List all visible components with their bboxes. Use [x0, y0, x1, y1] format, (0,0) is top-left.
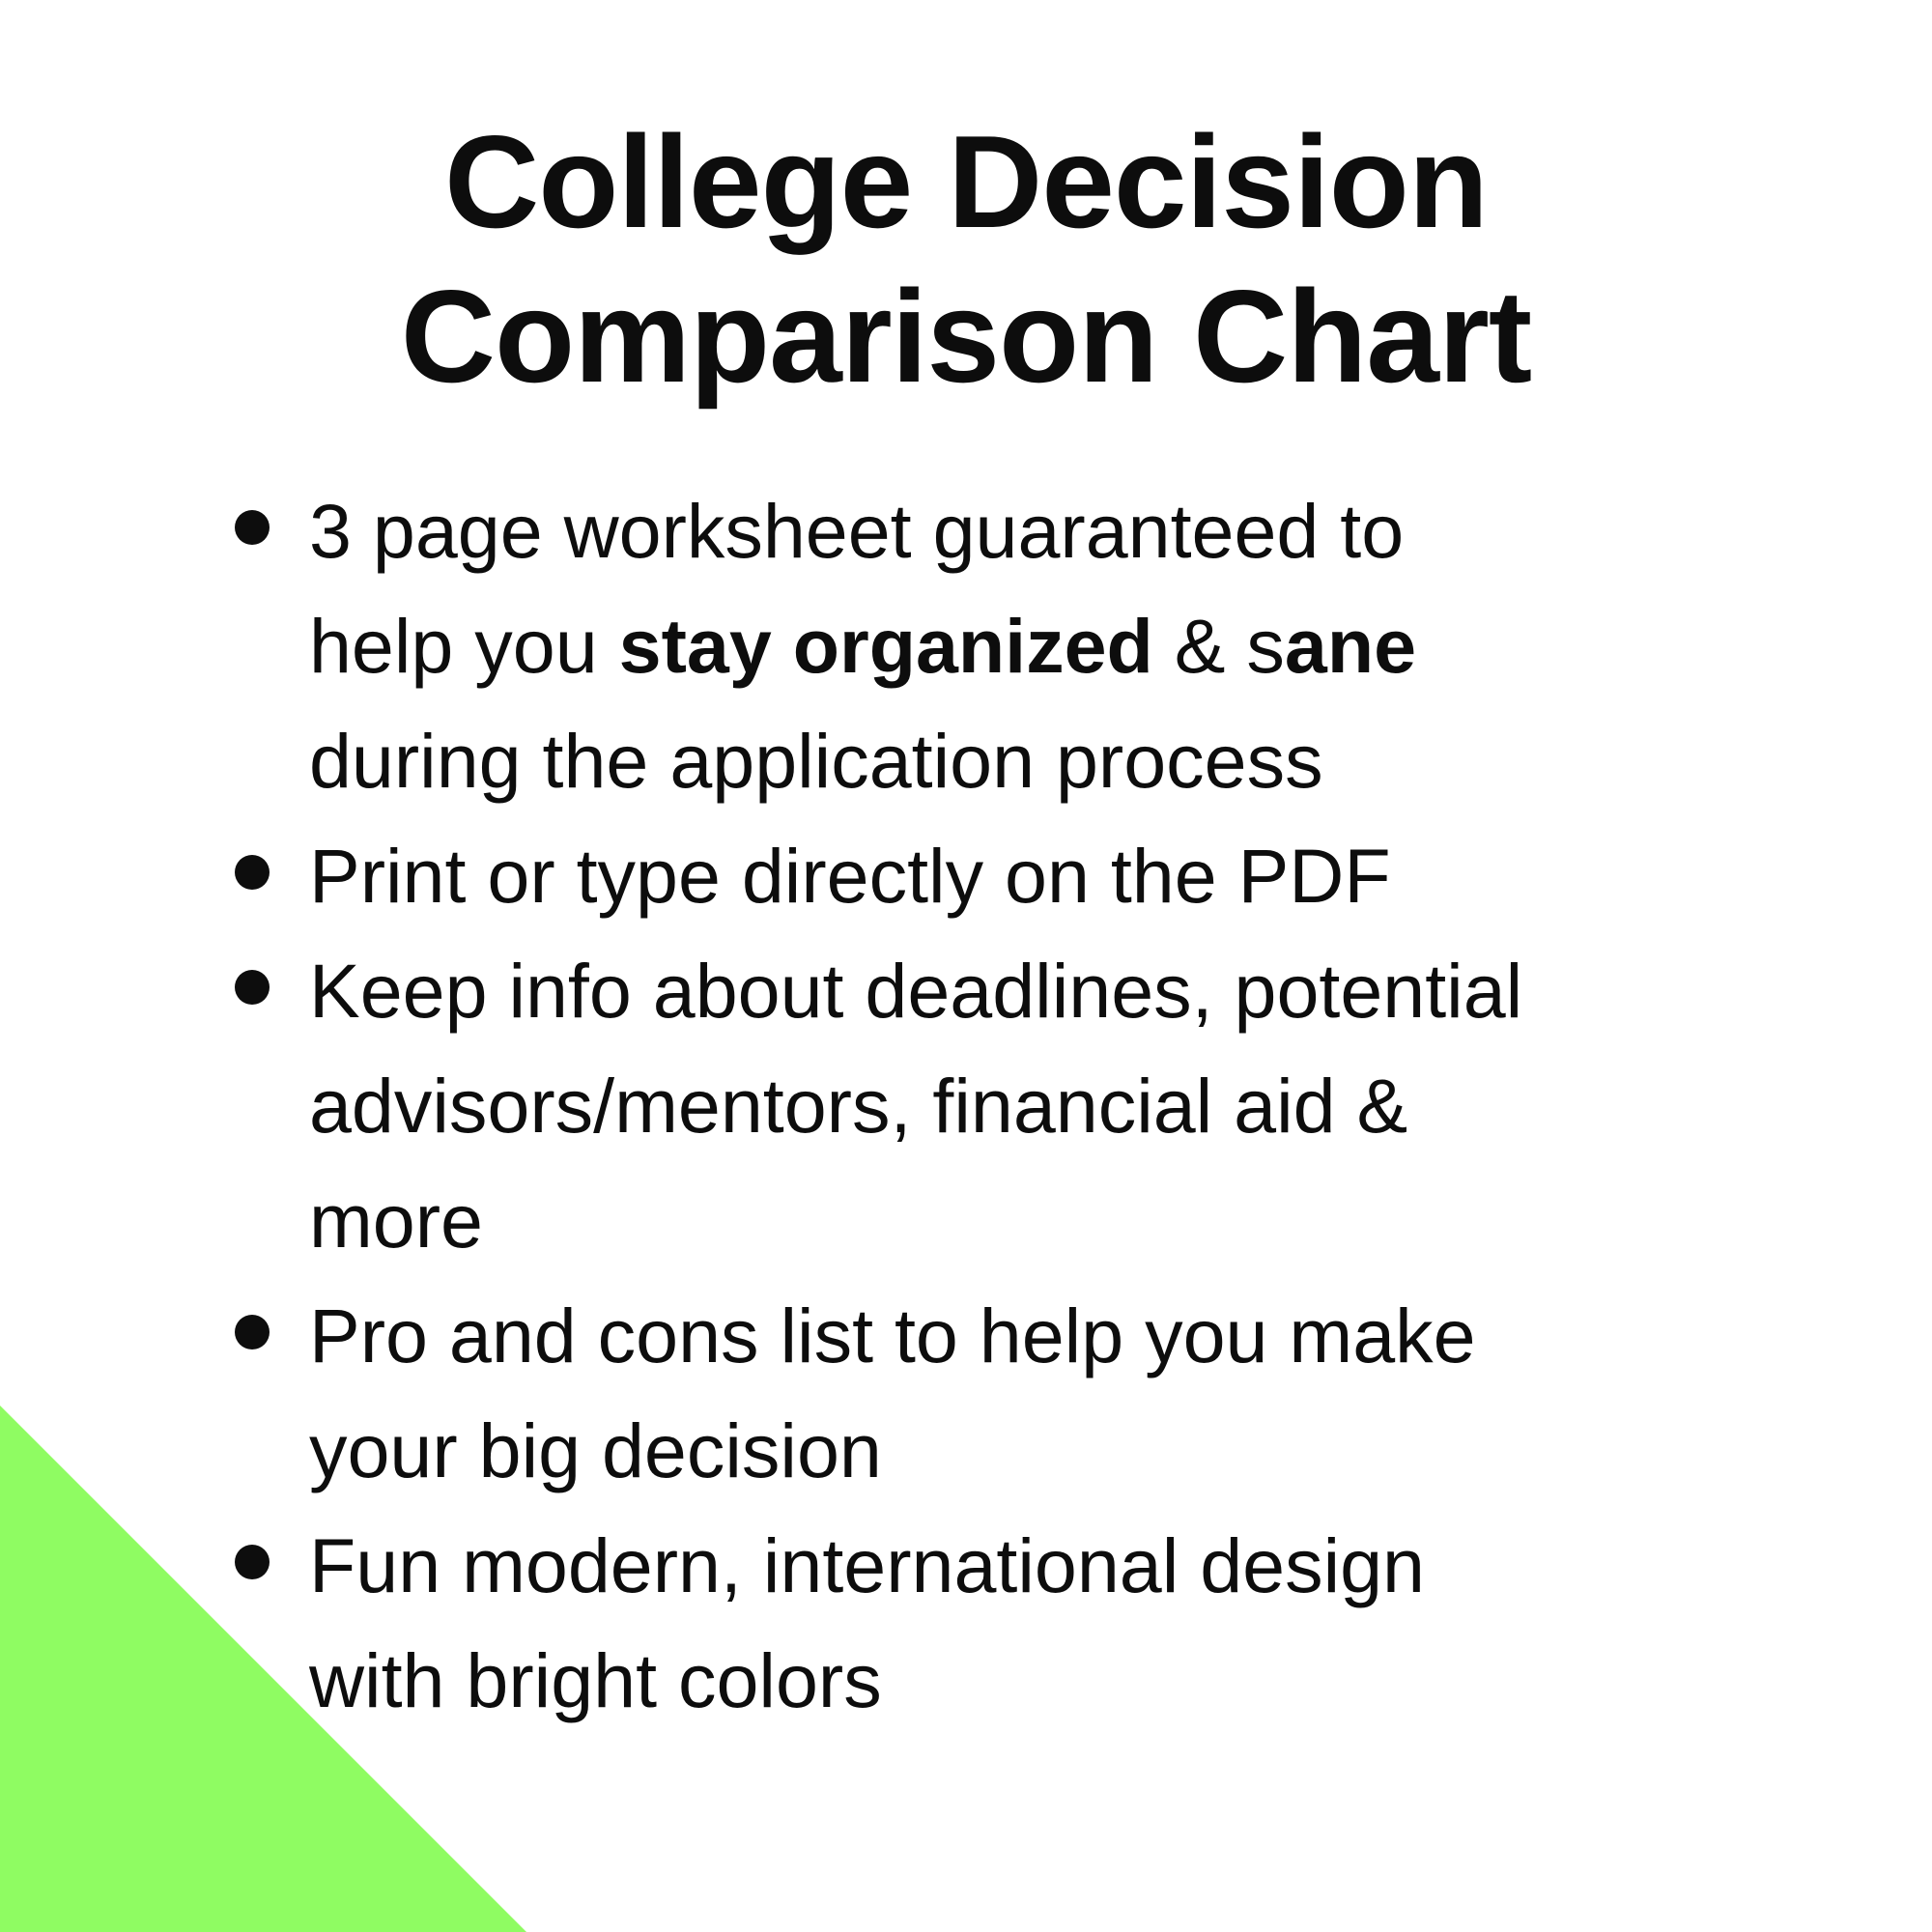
page-title: College Decision Comparison Chart [0, 104, 1932, 413]
list-item: Fun modern, international design with bri… [235, 1508, 1742, 1738]
list-item: Pro and cons list to help you make your b… [235, 1278, 1742, 1508]
bullet-icon [235, 1545, 270, 1579]
feature-bullet-list: 3 page worksheet guaranteed to help you s… [235, 473, 1742, 1738]
list-item: Keep info about deadlines, potential advi… [235, 933, 1742, 1278]
list-item-text: 3 page worksheet guaranteed to help you s… [309, 488, 1417, 804]
bullet-icon [235, 1315, 270, 1350]
list-item: 3 page worksheet guaranteed to help you s… [235, 473, 1742, 818]
page-title-line1: College Decision [444, 108, 1489, 255]
list-item: Print or type directly on the PDF [235, 818, 1742, 933]
bullet-icon [235, 510, 270, 545]
page-title-line2: Comparison Chart [400, 263, 1532, 410]
list-item-text: Print or type directly on the PDF [309, 833, 1391, 919]
list-item-text: Pro and cons list to help you make your b… [309, 1293, 1476, 1493]
bullet-icon [235, 970, 270, 1005]
list-item-text: Fun modern, international design with bri… [309, 1522, 1425, 1723]
list-item-text: Keep info about deadlines, potential advi… [309, 948, 1523, 1264]
bullet-icon [235, 855, 270, 890]
